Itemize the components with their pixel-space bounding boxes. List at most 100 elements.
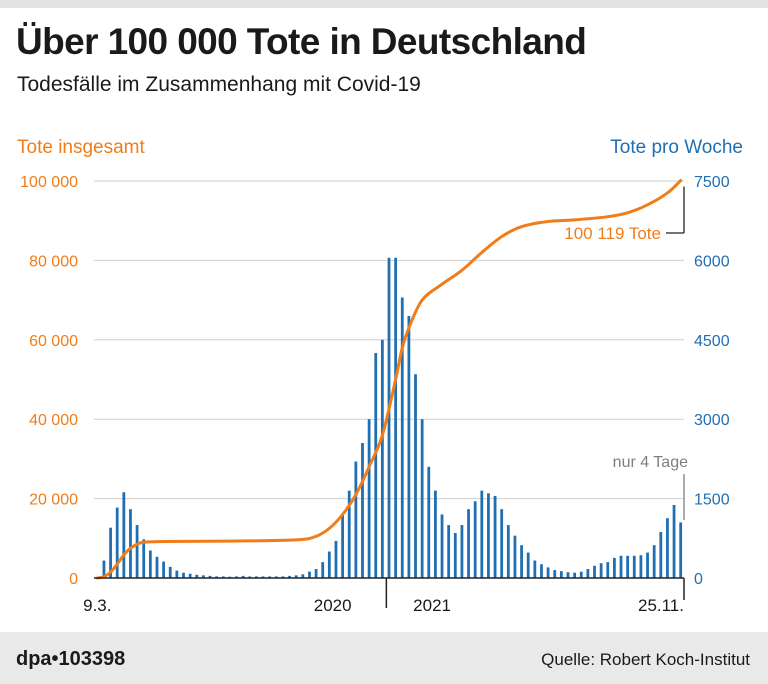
weekly-bar <box>387 257 391 578</box>
weekly-bar <box>354 461 358 578</box>
weekly-bar <box>142 539 146 578</box>
weekly-bar <box>102 560 106 578</box>
weekly-bar <box>679 522 683 578</box>
weekly-bar <box>341 514 344 578</box>
weekly-bar <box>672 504 676 578</box>
weekly-bar <box>115 507 119 578</box>
weekly-bar <box>367 419 371 578</box>
weekly-bar <box>480 490 484 578</box>
weekly-bar <box>274 576 278 578</box>
weekly-bar <box>208 575 212 578</box>
left-axis-title: Tote insgesamt <box>17 137 146 158</box>
weekly-bar <box>599 563 603 578</box>
source-note: Quelle: Robert Koch-Institut <box>541 650 750 669</box>
weekly-bar <box>586 569 590 578</box>
weekly-bar <box>559 571 563 578</box>
weekly-bar <box>652 545 656 578</box>
weekly-bar <box>414 374 417 578</box>
weekly-bar <box>122 492 126 578</box>
weekly-bar <box>255 576 258 578</box>
weekly-bar <box>188 573 192 578</box>
right-tick-label: 4500 <box>694 333 730 350</box>
weekly-bar <box>646 552 649 578</box>
weekly-bar <box>579 571 583 578</box>
weekly-bar <box>533 560 537 578</box>
right-tick-label: 6000 <box>694 253 730 270</box>
left-tick-label: 20 000 <box>29 492 78 509</box>
weekly-bar <box>129 509 132 578</box>
left-tick-label: 100 000 <box>20 174 78 191</box>
x-label-2021: 2021 <box>413 596 451 615</box>
cumulative-deaths-line-group <box>95 179 683 580</box>
x-label-2020: 2020 <box>314 596 352 615</box>
x-label-start: 9.3. <box>83 596 111 615</box>
weekly-bar <box>261 576 265 578</box>
weekly-bar <box>427 466 431 578</box>
weekly-bar <box>361 443 364 578</box>
right-axis-title: Tote pro Woche <box>610 137 743 158</box>
left-tick-label: 80 000 <box>29 253 78 270</box>
total-deaths-annotation: 100 119 Tote <box>564 224 661 243</box>
weekly-bar <box>268 576 272 578</box>
weekly-bar <box>506 525 510 578</box>
weekly-bar <box>467 509 470 578</box>
weekly-bar <box>380 339 384 578</box>
left-tick-label: 40 000 <box>29 412 78 429</box>
weekly-bar <box>248 576 252 578</box>
weekly-bar <box>394 257 398 578</box>
left-tick-label: 0 <box>69 571 78 588</box>
weekly-bar <box>374 353 378 578</box>
right-tick-label: 0 <box>694 571 703 588</box>
weekly-bar <box>288 575 291 578</box>
weekly-deaths-bars <box>102 257 683 578</box>
weekly-bar <box>573 572 577 578</box>
weekly-bar <box>546 567 550 578</box>
weekly-bar <box>659 531 663 578</box>
weekly-bar <box>473 501 477 578</box>
chart-subtitle: Todesfälle im Zusammenhang mit Covid-19 <box>17 73 421 96</box>
partial-week-annotation: nur 4 Tage <box>613 454 688 471</box>
labels: 0 20 000 40 000 60 000 80 000 100 000 0 1500 300… <box>17 137 743 615</box>
top-rule <box>0 0 768 8</box>
weekly-bar <box>619 555 623 578</box>
weekly-bar <box>626 555 630 578</box>
weekly-bar <box>294 575 298 578</box>
weekly-bar <box>162 561 165 578</box>
cumulative-deaths-line <box>95 179 683 580</box>
weekly-bar <box>281 576 285 578</box>
weekly-bar <box>301 574 305 578</box>
weekly-bar <box>526 552 530 578</box>
weekly-bar <box>235 576 238 578</box>
covid-deaths-chart: 0 20 000 40 000 60 000 80 000 100 000 0 1500 300… <box>17 137 743 615</box>
weekly-bar <box>308 571 311 578</box>
weekly-bar <box>168 566 172 578</box>
weekly-bar <box>513 535 517 578</box>
weekly-bar <box>613 557 616 578</box>
weekly-bar <box>327 551 331 578</box>
weekly-bar <box>553 570 557 578</box>
weekly-bar <box>182 572 185 578</box>
weekly-bar <box>241 575 245 578</box>
weekly-bar <box>520 545 523 578</box>
right-tick-label: 7500 <box>694 174 730 191</box>
weekly-bar <box>666 518 669 578</box>
weekly-bar <box>148 550 152 578</box>
weekly-bar <box>639 555 643 578</box>
weekly-bar <box>460 525 464 578</box>
weekly-bar <box>201 575 205 578</box>
weekly-bar <box>407 315 411 578</box>
weekly-bar <box>632 555 636 578</box>
right-tick-label: 1500 <box>694 492 730 509</box>
weekly-bar <box>195 574 199 578</box>
weekly-bar <box>155 556 159 578</box>
footer-bar: dpa•103398 Quelle: Robert Koch-Institut <box>0 632 768 684</box>
weekly-bar <box>566 572 570 578</box>
weekly-bar <box>135 525 139 578</box>
weekly-bar <box>400 297 404 578</box>
weekly-bar <box>493 495 497 578</box>
weekly-bar <box>314 569 318 578</box>
weekly-bar <box>347 490 351 578</box>
x-label-end: 25.11. <box>638 596 684 615</box>
weekly-bar <box>215 576 219 578</box>
weekly-bar <box>321 562 325 578</box>
